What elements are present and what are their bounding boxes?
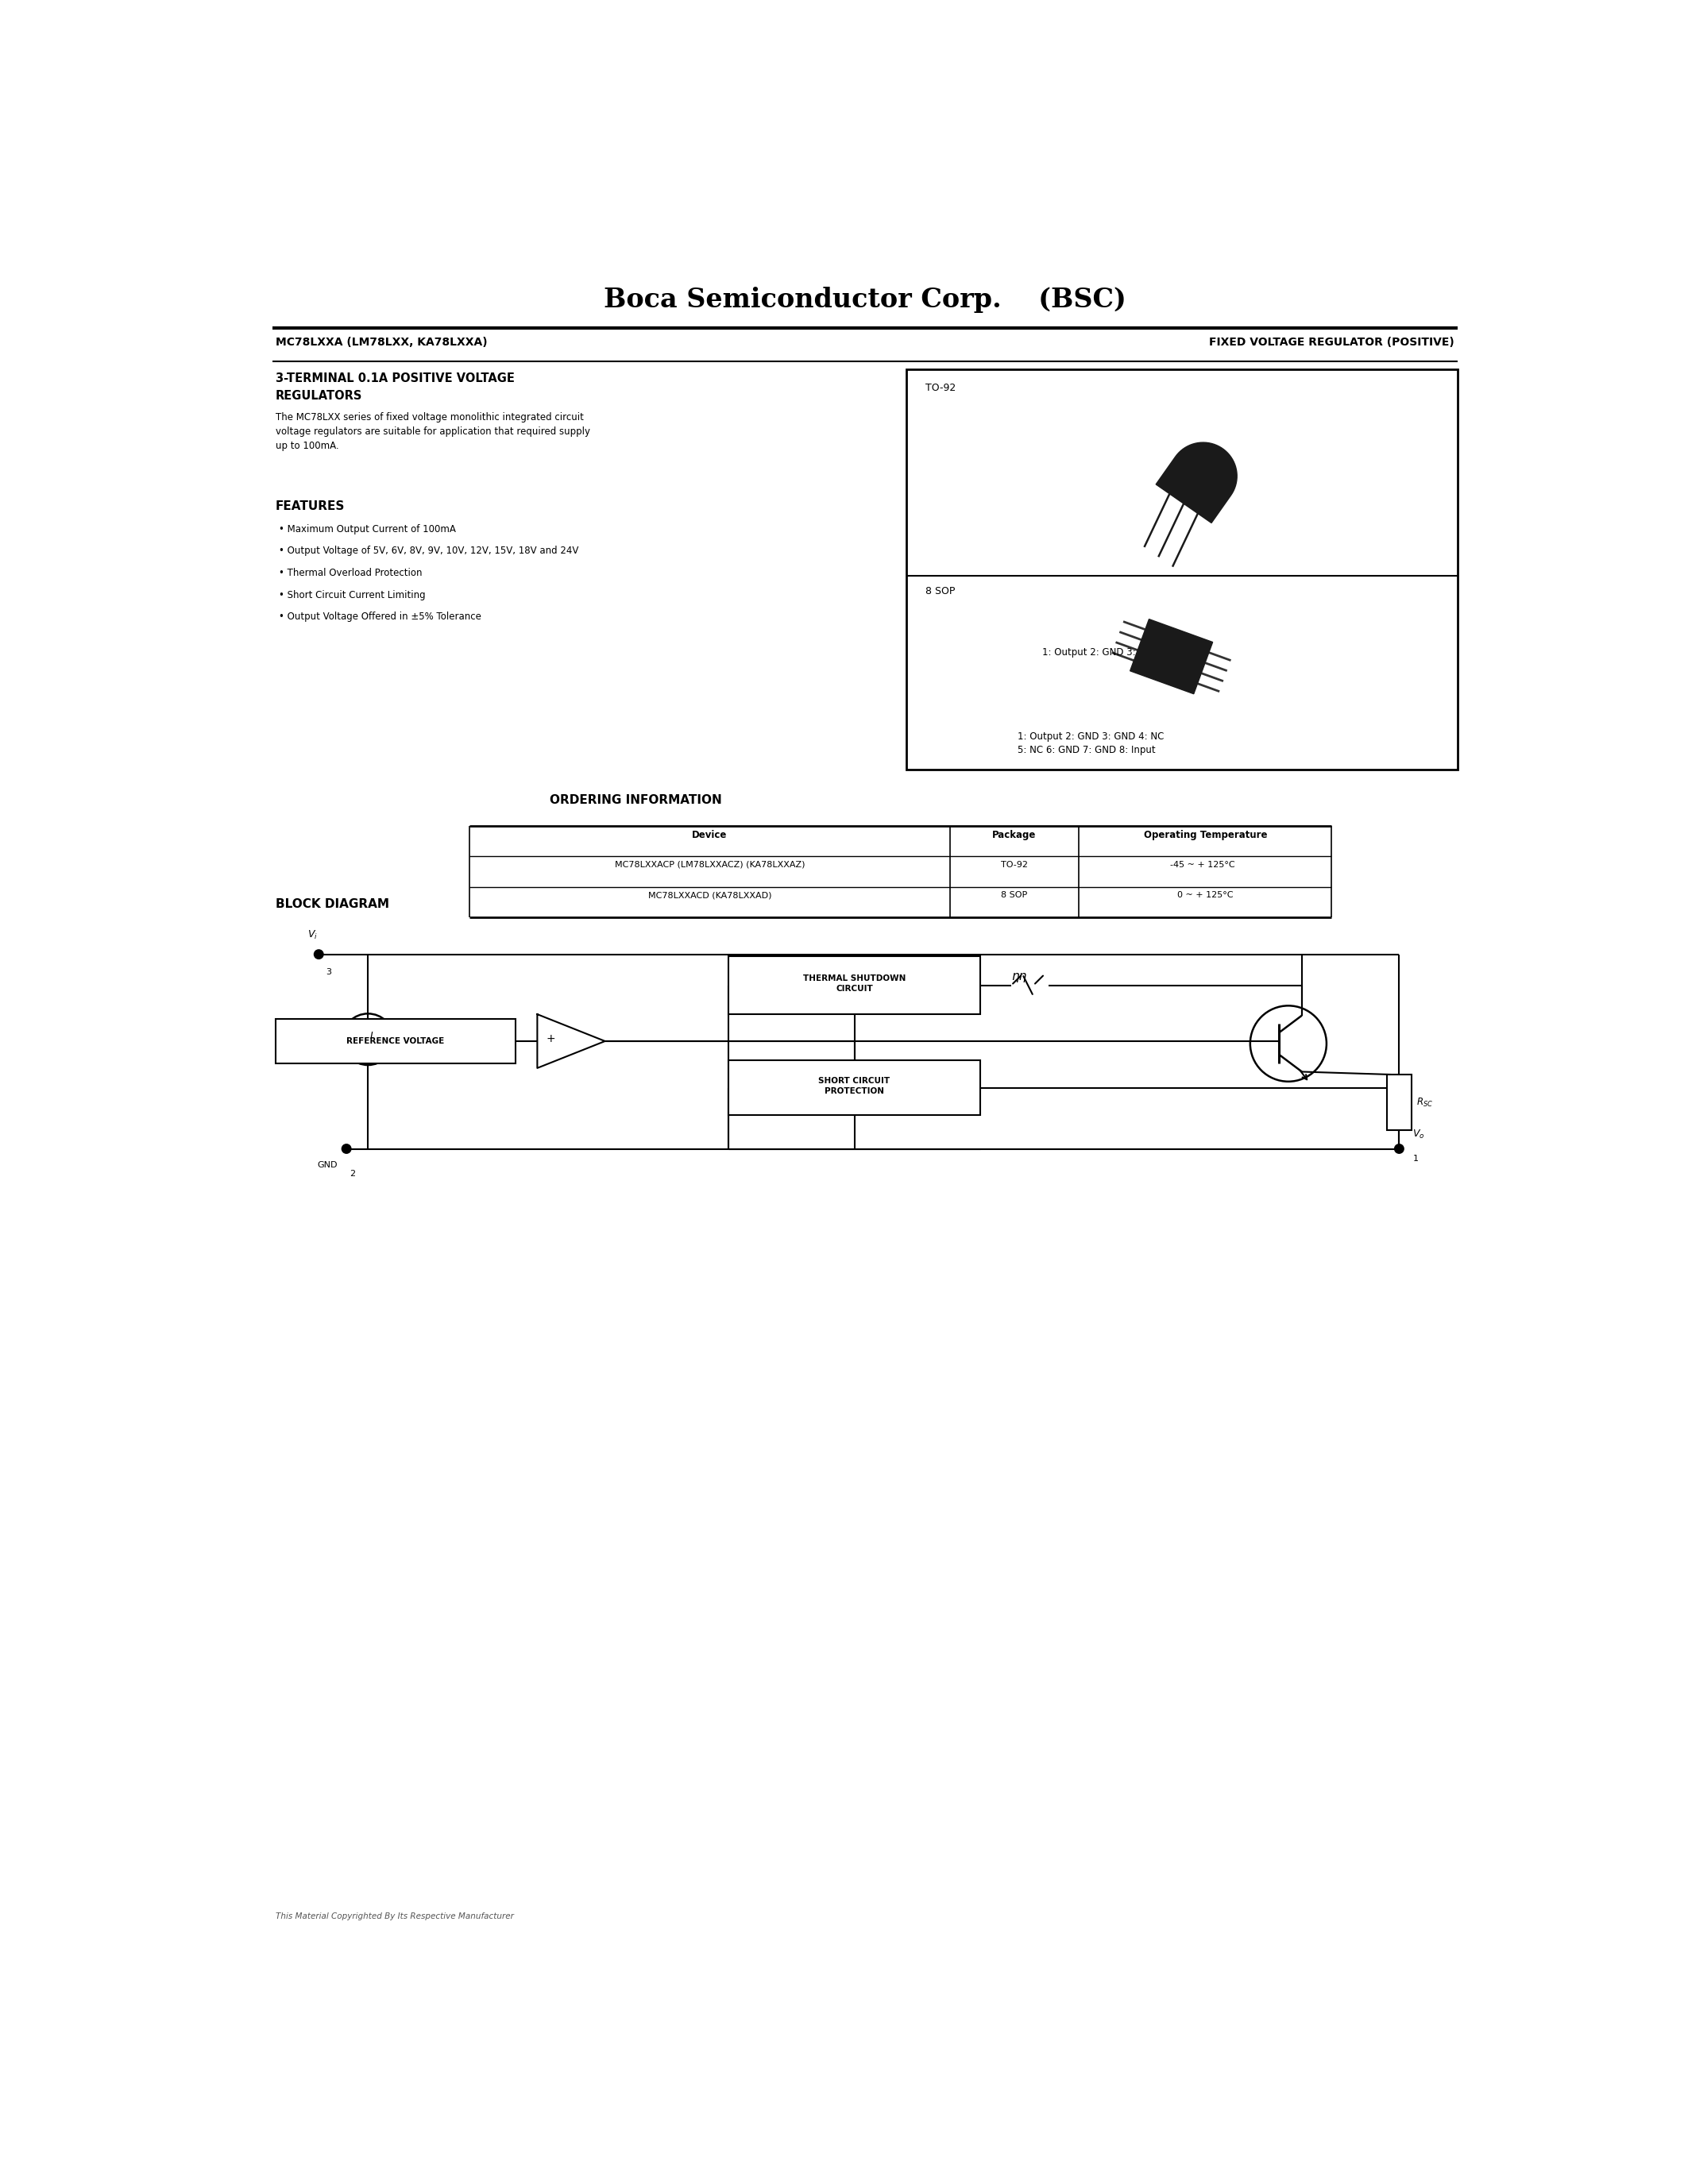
- Text: SHORT CIRCUIT
PROTECTION: SHORT CIRCUIT PROTECTION: [819, 1077, 890, 1094]
- Text: FEATURES: FEATURES: [275, 500, 344, 513]
- Text: 1: Output 2: GND 3: GND 4: NC
5: NC 6: GND 7: GND 8: Input: 1: Output 2: GND 3: GND 4: NC 5: NC 6: G…: [1018, 732, 1165, 756]
- Text: Device: Device: [692, 830, 728, 841]
- Text: 2: 2: [349, 1171, 354, 1177]
- Text: BLOCK DIAGRAM: BLOCK DIAGRAM: [275, 898, 390, 911]
- Text: Boca Semiconductor Corp.    (BSC): Boca Semiconductor Corp. (BSC): [604, 286, 1126, 312]
- Text: 1: 1: [1413, 1155, 1418, 1162]
- Text: This Material Copyrighted By Its Respective Manufacturer: This Material Copyrighted By Its Respect…: [275, 1913, 513, 1920]
- Bar: [906, 369, 1458, 769]
- Text: -45 ~ + 125°C: -45 ~ + 125°C: [1170, 860, 1241, 869]
- Text: MC78LXXA (LM78LXX, KA78LXXA): MC78LXXA (LM78LXX, KA78LXXA): [275, 336, 488, 347]
- Circle shape: [314, 950, 322, 959]
- Text: Operating Temperature: Operating Temperature: [1143, 830, 1268, 841]
- Text: FIXED VOLTAGE REGULATOR (POSITIVE): FIXED VOLTAGE REGULATOR (POSITIVE): [1209, 336, 1455, 347]
- Text: REFERENCE VOLTAGE: REFERENCE VOLTAGE: [346, 1037, 444, 1046]
- Text: 3: 3: [326, 968, 331, 976]
- Bar: [728, 1059, 981, 1116]
- Text: $V_o$: $V_o$: [1413, 1129, 1425, 1140]
- Circle shape: [1394, 1144, 1403, 1153]
- Text: Package: Package: [993, 830, 1036, 841]
- Text: I: I: [370, 1031, 373, 1042]
- Polygon shape: [537, 1013, 604, 1068]
- Text: 3-TERMINAL 0.1A POSITIVE VOLTAGE
REGULATORS: 3-TERMINAL 0.1A POSITIVE VOLTAGE REGULAT…: [275, 371, 515, 402]
- Bar: [728, 957, 981, 1013]
- Text: 8 SOP: 8 SOP: [1001, 891, 1028, 900]
- Text: • Output Voltage of 5V, 6V, 8V, 9V, 10V, 12V, 15V, 18V and 24V: • Output Voltage of 5V, 6V, 8V, 9V, 10V,…: [279, 546, 579, 557]
- Circle shape: [343, 1144, 351, 1153]
- Text: • Output Voltage Offered in ±5% Tolerance: • Output Voltage Offered in ±5% Toleranc…: [279, 612, 481, 622]
- Text: $R_{SC}$: $R_{SC}$: [1416, 1096, 1433, 1109]
- Bar: [1388, 1075, 1411, 1131]
- Text: 8 SOP: 8 SOP: [925, 587, 955, 596]
- Bar: [275, 1020, 517, 1064]
- Text: $V_i$: $V_i$: [307, 928, 317, 941]
- Text: MC78LXXACD (KA78LXXAD): MC78LXXACD (KA78LXXAD): [648, 891, 771, 900]
- Text: • Short Circuit Current Limiting: • Short Circuit Current Limiting: [279, 590, 425, 601]
- Text: GND: GND: [317, 1162, 338, 1168]
- Polygon shape: [1156, 443, 1237, 522]
- Text: ηη: ηη: [1011, 970, 1026, 983]
- Text: 1: Output 2: GND 3: Input: 1: Output 2: GND 3: Input: [1041, 646, 1163, 657]
- Text: • Maximum Output Current of 100mA: • Maximum Output Current of 100mA: [279, 524, 456, 535]
- Text: TO-92: TO-92: [925, 382, 955, 393]
- Text: +: +: [547, 1033, 555, 1044]
- Text: The MC78LXX series of fixed voltage monolithic integrated circuit
voltage regula: The MC78LXX series of fixed voltage mono…: [275, 413, 591, 450]
- Text: MC78LXXACP (LM78LXXACZ) (KA78LXXAZ): MC78LXXACP (LM78LXXACZ) (KA78LXXAZ): [614, 860, 805, 869]
- Text: • Thermal Overload Protection: • Thermal Overload Protection: [279, 568, 422, 579]
- Text: TO-92: TO-92: [1001, 860, 1028, 869]
- Text: ORDERING INFORMATION: ORDERING INFORMATION: [550, 795, 722, 806]
- Polygon shape: [1129, 618, 1212, 695]
- Text: 0 ~ + 125°C: 0 ~ + 125°C: [1177, 891, 1234, 900]
- Text: THERMAL SHUTDOWN
CIRCUIT: THERMAL SHUTDOWN CIRCUIT: [803, 974, 906, 992]
